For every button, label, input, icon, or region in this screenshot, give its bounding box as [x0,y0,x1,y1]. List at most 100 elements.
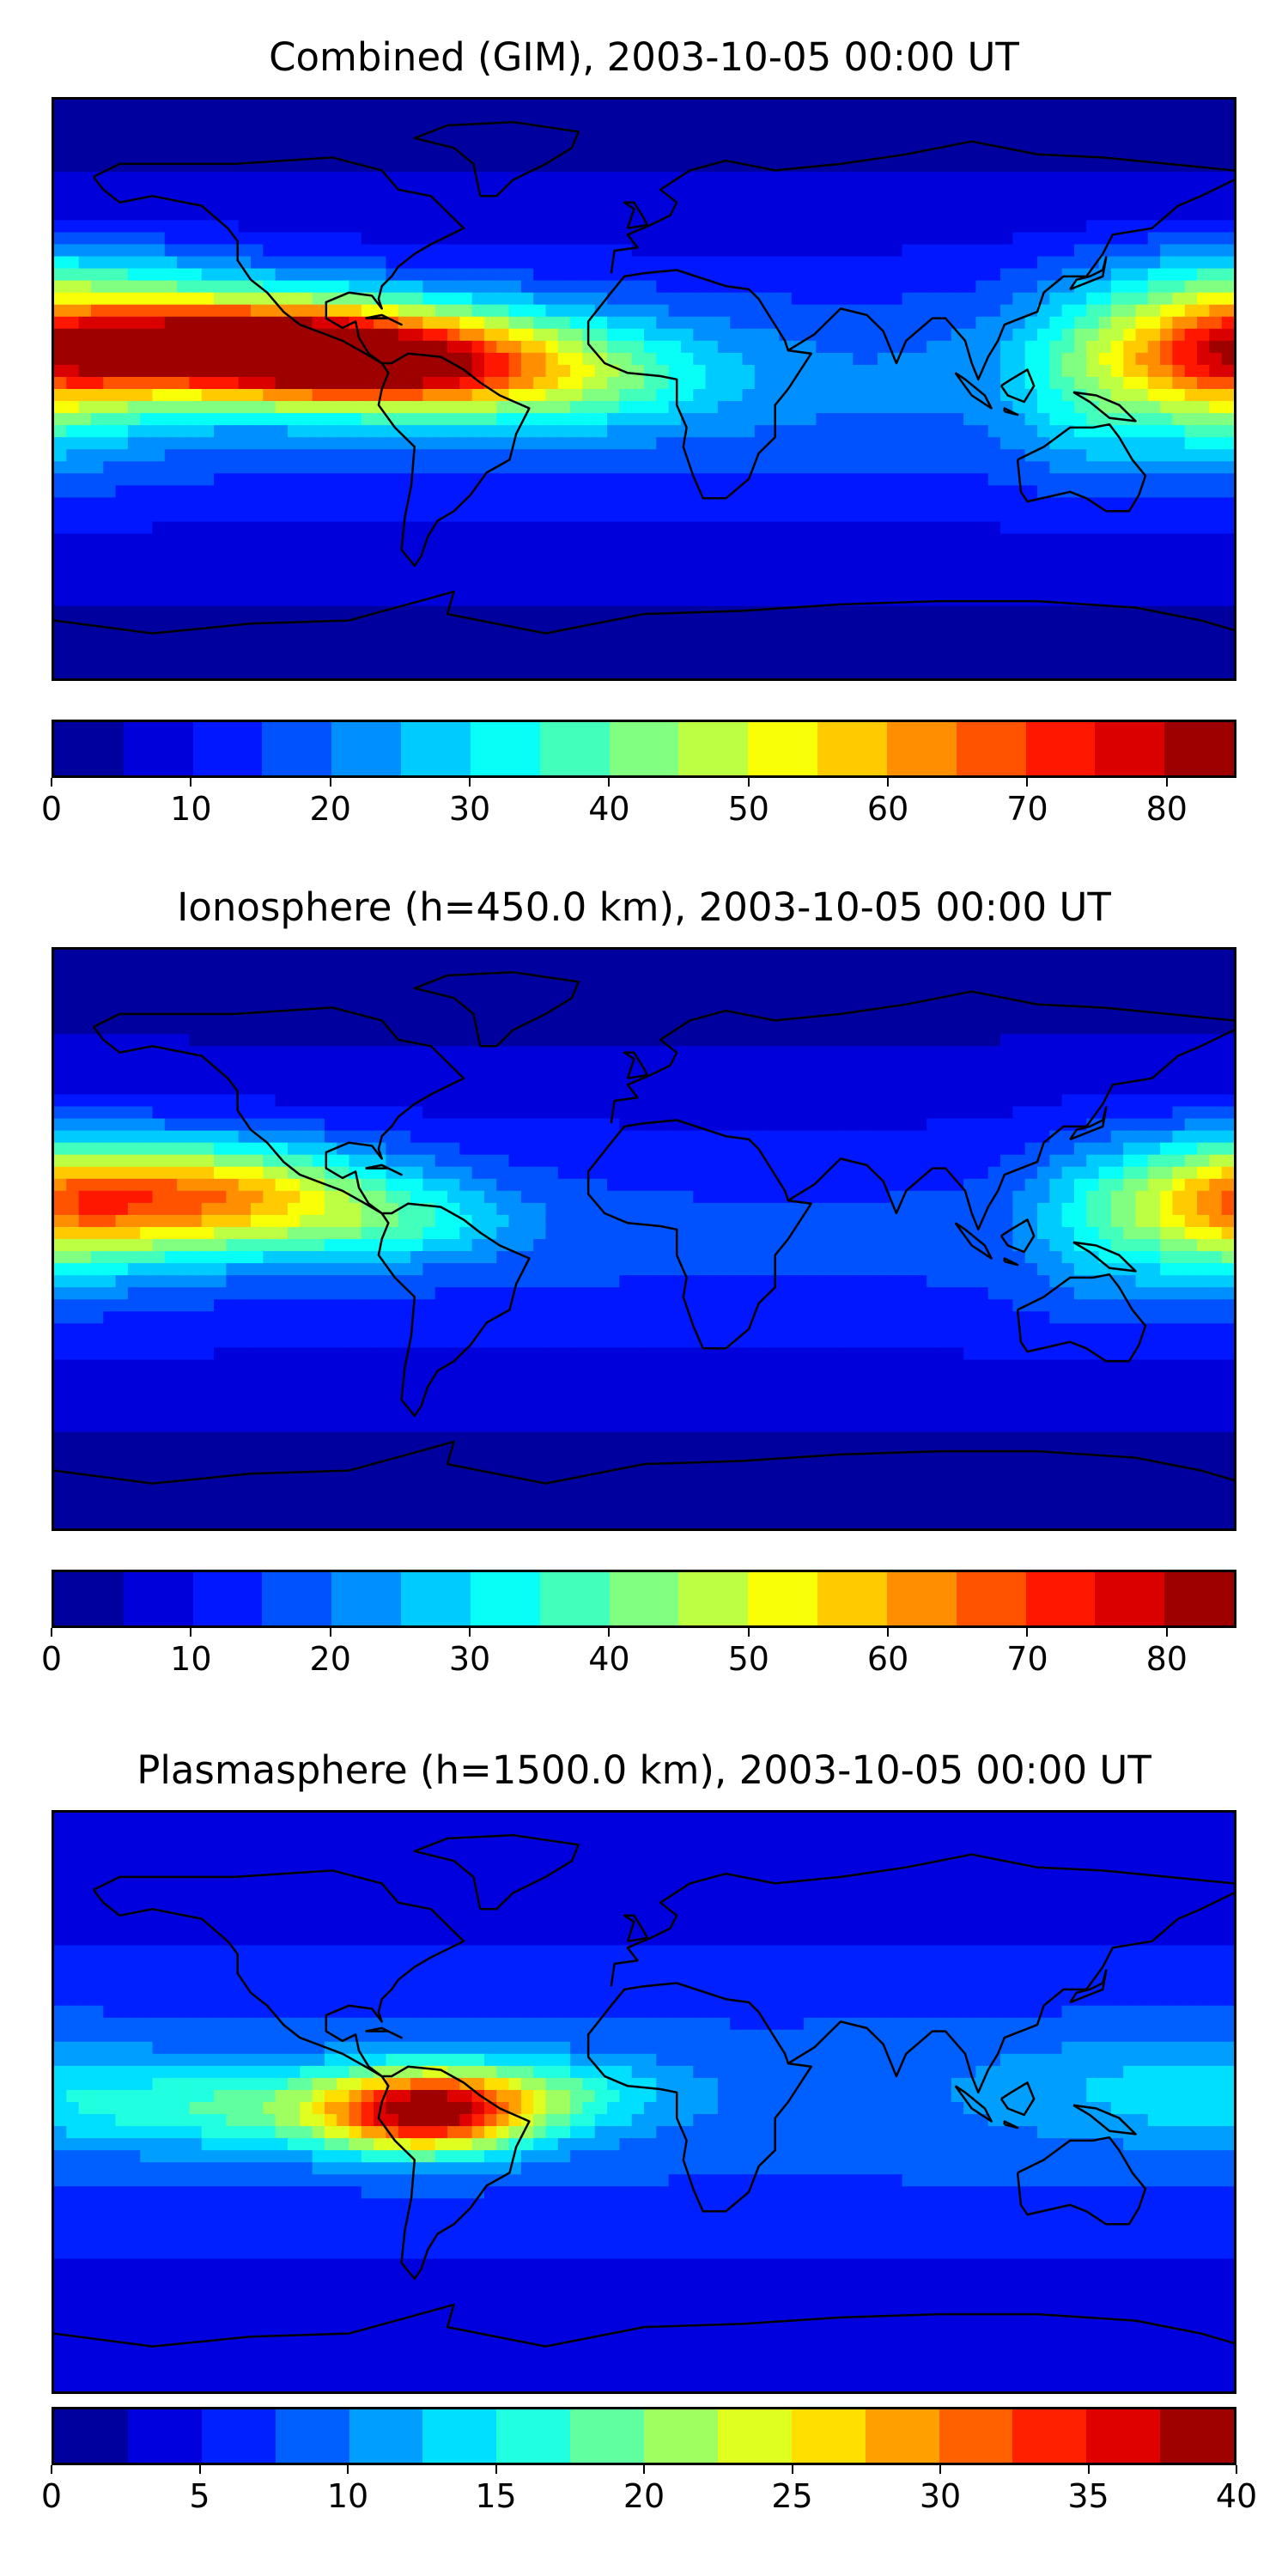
tec-cell [410,160,423,173]
tec-cell [374,256,387,270]
tec-cell [975,653,989,667]
tec-cell [1172,617,1186,631]
tec-cell [656,244,670,258]
tec-cell [201,316,215,330]
tec-cell [398,232,411,246]
tec-cell [594,401,608,414]
tec-cell [226,629,240,643]
tec-cell [865,352,878,366]
tec-cell [275,352,289,366]
tec-cell [275,581,289,595]
tec-cell [902,389,915,402]
tec-cell [398,172,411,185]
tec-cell [324,629,337,643]
tec-cell [398,268,411,282]
tec-cell [251,304,264,318]
tec-cell [324,986,337,999]
tec-cell [975,533,989,547]
tec-cell [361,401,374,414]
tec-cell [1172,461,1186,474]
tec-cell [275,100,289,112]
tec-cell [54,521,67,535]
tec-cell [902,136,915,149]
tec-cell [1098,364,1112,378]
tec-cell [300,244,313,258]
tec-cell [1000,521,1013,535]
tec-cell [177,340,191,354]
tec-cell [140,521,154,535]
tec-cell [1024,352,1038,366]
tec-cell [508,557,522,571]
tec-cell [951,196,964,209]
tec-cell [520,389,534,402]
tec-cell [1049,950,1063,963]
tec-cell [386,521,399,535]
tec-cell [1098,352,1112,366]
tec-cell [791,473,805,486]
tec-cell [914,950,927,963]
tec-cell [90,220,104,234]
tec-cell [275,172,289,185]
tec-cell [398,461,411,474]
tec-cell [496,124,510,137]
tec-cell [533,557,547,571]
tec-cell [312,413,325,426]
tec-cell [177,401,191,414]
tec-cell [877,136,890,149]
tec-cell [841,605,854,619]
tec-cell [594,962,608,975]
tec-cell [337,593,350,607]
tec-cell [1172,974,1186,987]
tec-cell [496,100,510,112]
tec-cell [841,196,854,209]
tec-cell [349,509,362,523]
tec-cell [1073,196,1087,209]
tec-cell [545,136,559,149]
tec-cell [828,148,841,161]
tec-cell [78,533,92,547]
tec-cell [238,605,252,619]
tec-cell [927,629,940,643]
tec-cell [668,557,682,571]
tec-cell [410,485,423,498]
tec-cell [152,557,166,571]
tec-cell [1049,665,1063,678]
tec-cell [828,557,841,571]
tec-cell [828,485,841,498]
tec-cell [545,100,559,112]
tec-cell [152,497,166,511]
tec-cell [717,340,731,354]
tec-cell [434,316,448,330]
tec-cell [177,208,191,222]
tec-cell [361,485,374,498]
tec-cell [963,557,977,571]
tec-cell [1172,665,1186,678]
tec-cell [693,184,707,197]
tec-cell [1049,461,1063,474]
tec-cell [914,449,927,462]
tec-cell [656,437,670,450]
tec-cell [238,533,252,547]
tec-cell [791,521,805,535]
tec-cell [177,521,191,535]
tec-cell [828,401,841,414]
tec-cell [483,986,497,999]
tec-cell [533,340,547,354]
tec-cell [619,593,633,607]
tec-cell [459,160,473,173]
tec-cell [1037,196,1050,209]
colorbar-segment [748,722,818,775]
tec-cell [656,148,670,161]
tec-cell [300,629,313,643]
tec-cell [214,533,227,547]
tec-cell [607,328,620,342]
tec-cell [939,328,952,342]
tec-cell [841,617,854,631]
tec-cell [115,292,129,306]
tec-cell [201,593,215,607]
tec-cell [939,497,952,511]
tec-cell [164,364,178,378]
tec-cell [533,461,547,474]
tec-cell [804,413,817,426]
tec-cell [1147,148,1161,161]
